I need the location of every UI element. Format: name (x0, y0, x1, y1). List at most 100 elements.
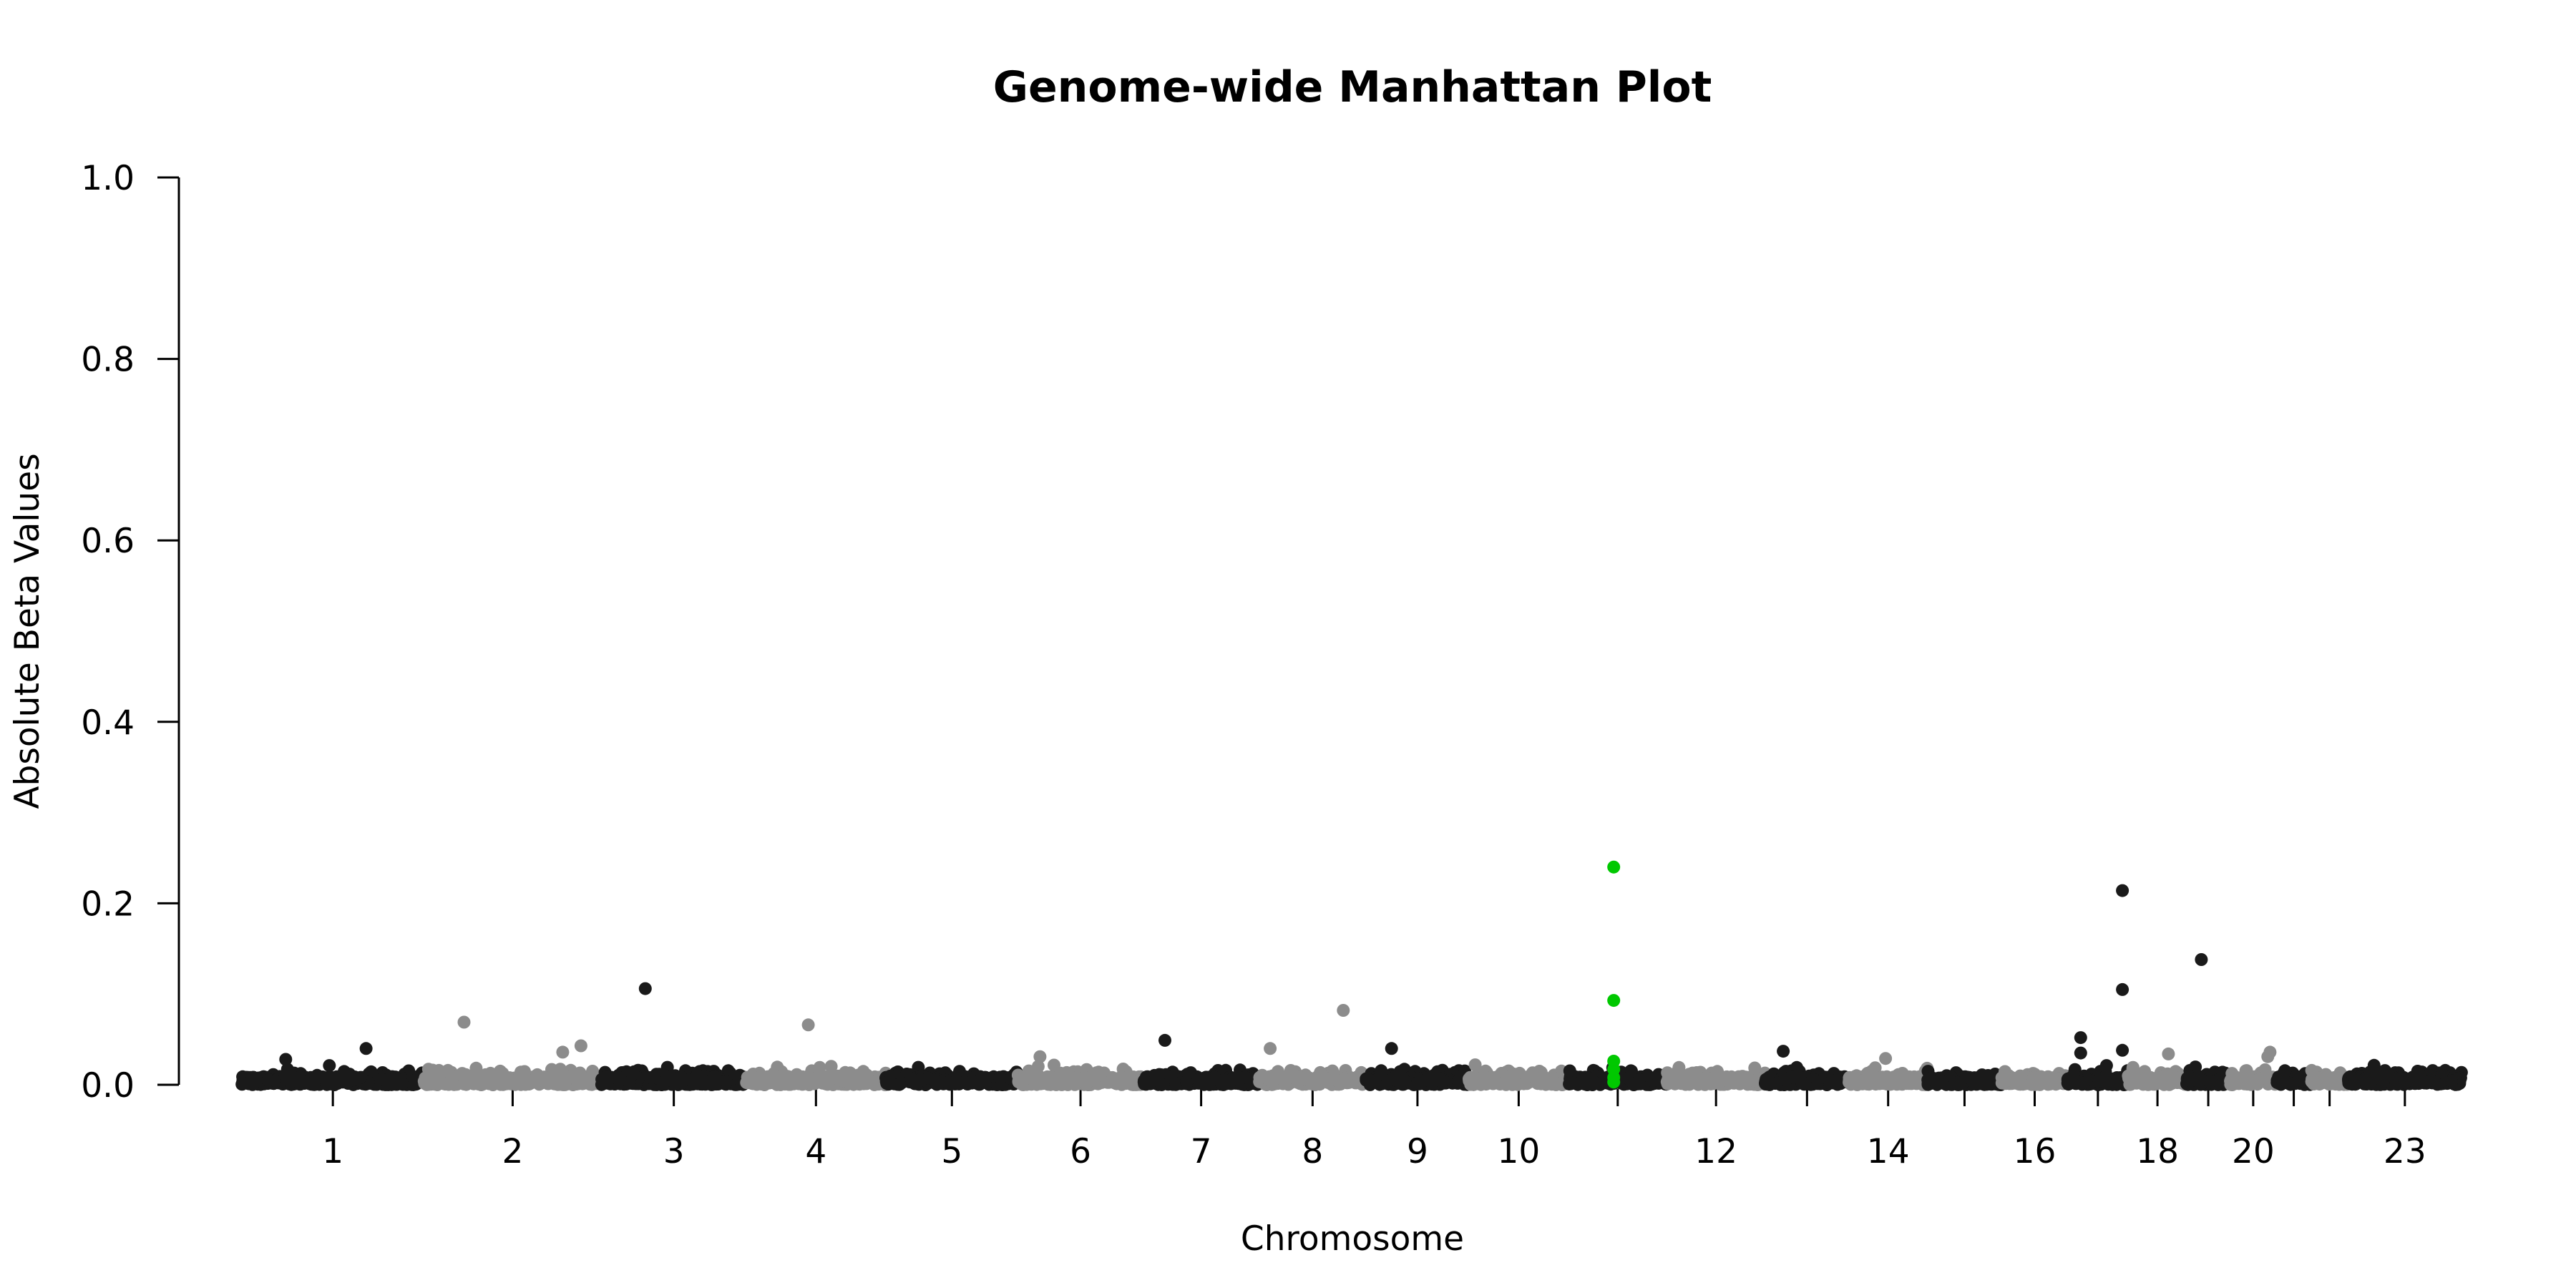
data-point (556, 1078, 570, 1091)
x-tick-label: 20 (2232, 1132, 2275, 1171)
data-point (507, 1077, 521, 1091)
data-point (1264, 1042, 1277, 1055)
data-point (1517, 1077, 1531, 1091)
y-tick-label: 0.0 (81, 1066, 135, 1106)
data-point (1048, 1058, 1060, 1072)
y-tick-label: 0.2 (81, 884, 135, 924)
data-point (2426, 1076, 2439, 1090)
data-point (1589, 1076, 1602, 1090)
chart-title: Genome-wide Manhattan Plot (993, 62, 1712, 112)
data-point (2389, 1072, 2402, 1085)
data-point (1877, 1075, 1890, 1089)
data-point (1632, 1073, 1646, 1087)
data-point (645, 1071, 658, 1085)
data-point (880, 1075, 894, 1089)
data-point (475, 1077, 489, 1091)
data-point (1158, 1033, 1171, 1047)
x-axis: 1 2 3 4 5 6 7 8 9 10 12 14 16 18 20 23 (322, 1089, 2426, 1171)
data-point (1015, 1075, 1028, 1089)
data-point (1888, 1070, 1901, 1084)
data-point (1981, 1069, 1995, 1082)
x-tick-label: 5 (941, 1132, 962, 1171)
x-tick-label: 12 (1694, 1132, 1737, 1171)
data-point (2411, 1065, 2424, 1078)
highlighted-data-point (1607, 994, 1621, 1008)
data-point (235, 1076, 249, 1090)
data-point (320, 1077, 333, 1091)
data-point (419, 1071, 432, 1085)
data-point (1507, 1074, 1521, 1088)
data-point (1031, 1077, 1045, 1091)
data-point (294, 1073, 308, 1087)
data-point (892, 1078, 906, 1091)
data-point (544, 1070, 557, 1084)
data-point (1151, 1069, 1164, 1083)
data-point (1542, 1073, 1556, 1087)
data-point (359, 1042, 373, 1055)
y-tick-label: 0.6 (81, 522, 135, 561)
data-point (556, 1045, 570, 1059)
data-point (720, 1075, 733, 1089)
data-point (1931, 1075, 1945, 1089)
y-axis: 0.00.20.40.60.81.0 (81, 159, 180, 1106)
data-point (1534, 1065, 1548, 1079)
data-point (571, 1068, 585, 1081)
data-point (441, 1063, 454, 1077)
data-point (1621, 1071, 1634, 1085)
y-axis-label: Absolute Beta Values (8, 453, 47, 809)
data-point (354, 1070, 367, 1084)
x-tick-label: 3 (663, 1132, 685, 1171)
data-point (638, 982, 652, 995)
data-point (1319, 1073, 1332, 1086)
data-point (1221, 1075, 1234, 1088)
y-tick-label: 0.8 (81, 341, 135, 380)
data-point (1362, 1073, 1375, 1086)
x-tick-label: 6 (1070, 1132, 1091, 1171)
data-point (1031, 1060, 1045, 1073)
x-tick-label: 7 (1191, 1132, 1212, 1171)
data-point (1660, 1075, 1674, 1088)
data-point (826, 1070, 839, 1084)
data-point (1164, 1070, 1177, 1084)
x-tick-label: 2 (502, 1132, 523, 1171)
data-point (2012, 1070, 2026, 1084)
data-point (261, 1073, 275, 1087)
data-point (2224, 1078, 2238, 1091)
data-point (1239, 1070, 1252, 1084)
data-point (1563, 1064, 1576, 1078)
data-point (1078, 1070, 1092, 1084)
data-point (1263, 1074, 1277, 1088)
data-point (781, 1070, 794, 1083)
data-point (2073, 1075, 2087, 1089)
data-point (2074, 1046, 2087, 1060)
data-point (2029, 1071, 2042, 1085)
data-point (746, 1075, 759, 1088)
data-point (993, 1070, 1007, 1084)
data-point (280, 1070, 293, 1084)
data-point (957, 1075, 971, 1089)
data-point (2184, 1074, 2197, 1088)
data-point (2167, 1073, 2180, 1086)
data-point (2040, 1075, 2054, 1089)
data-point (682, 1073, 696, 1086)
data-point (2283, 1076, 2297, 1090)
data-point (522, 1073, 535, 1087)
y-tick-label: 1.0 (81, 159, 135, 198)
data-point (2116, 982, 2129, 996)
data-point (1068, 1078, 1082, 1091)
data-point (2151, 1073, 2165, 1087)
x-tick-label: 23 (2384, 1132, 2426, 1171)
data-point (816, 1070, 830, 1084)
data-point (1329, 1073, 1342, 1086)
data-point (457, 1015, 471, 1029)
data-point (1879, 1052, 1893, 1065)
data-point (2102, 1078, 2115, 1091)
data-point (663, 1073, 676, 1087)
data-point (1823, 1076, 1837, 1090)
data-point (1114, 1070, 1128, 1084)
x-tick-label: 16 (2014, 1132, 2057, 1171)
data-points (235, 860, 2468, 1091)
data-point (2074, 1031, 2087, 1045)
data-point (2348, 1075, 2362, 1088)
